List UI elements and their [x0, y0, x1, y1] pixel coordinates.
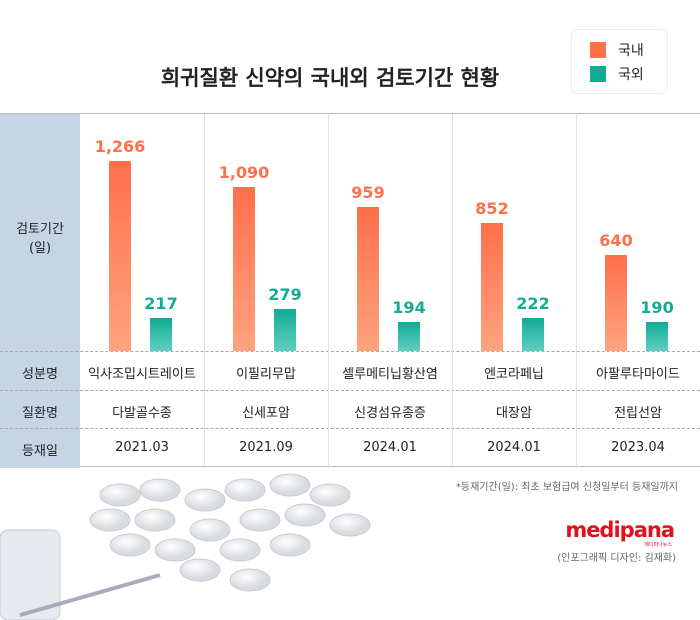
row-header-column: [0, 114, 80, 468]
bar-foreign: [274, 309, 296, 351]
y-axis-label: 검토기간 (일): [0, 218, 80, 256]
pills-image: [0, 473, 371, 620]
column-divider: [576, 114, 577, 468]
data-label: 1,090: [218, 163, 270, 183]
row-divider: [0, 390, 700, 391]
disease-cell: 대장암: [496, 406, 532, 421]
column-divider: [328, 114, 329, 468]
ingredient-cell: 엔코라페닙: [484, 367, 544, 382]
bar-domestic: [357, 207, 379, 351]
ingredient-cell: 아팔루타마이드: [596, 367, 680, 382]
date-cell: 2024.01: [487, 440, 541, 455]
bar-domestic: [109, 161, 131, 351]
bar-foreign: [646, 322, 668, 351]
legend-swatch: [590, 66, 606, 82]
ingredient-cell: 셀루메티닙황산염: [342, 367, 438, 382]
data-label: 217: [144, 294, 178, 314]
logo-subtitle: 메디파나뉴스: [644, 542, 672, 548]
date-cell: 2021.03: [115, 440, 169, 455]
bar-domestic: [605, 254, 627, 351]
data-label: 279: [268, 285, 302, 305]
date-row-label: 등재일: [22, 444, 58, 459]
chart-title: 희귀질환 신약의 국내외 검토기간 현황: [160, 66, 500, 90]
data-label: 190: [640, 298, 674, 318]
ingredient-cell: 이필리무맙: [236, 367, 296, 382]
data-label: 222: [516, 293, 550, 313]
data-label: 959: [351, 183, 385, 203]
legend-item-foreign: 국외: [590, 64, 644, 84]
bar-domestic: [233, 187, 255, 351]
medipana-logo: medipana: [565, 518, 675, 542]
y-label-line: 검토기간: [16, 222, 64, 237]
bar-foreign: [150, 318, 172, 351]
disease-row-label: 질환명: [22, 406, 58, 421]
data-label: 194: [392, 297, 426, 317]
legend-swatch: [590, 42, 606, 58]
row-divider: [0, 351, 700, 352]
data-label: 640: [599, 230, 633, 250]
legend-item-domestic: 국내: [590, 40, 644, 60]
date-cell: 2023.04: [611, 440, 665, 455]
bar-domestic: [481, 223, 503, 351]
design-credit: (인포그래픽 디자인: 김재화): [557, 553, 676, 564]
data-label: 852: [475, 199, 509, 219]
column-divider: [204, 114, 205, 468]
ingredient-row-label: 성분명: [22, 367, 58, 382]
date-cell: 2024.01: [363, 440, 417, 455]
disease-cell: 신세포암: [242, 406, 290, 421]
footnote: *등재기간(일): 최초 보험급여 신청일부터 등재일까지: [455, 482, 678, 493]
legend-label: 국내: [618, 43, 644, 59]
data-label: 1,266: [94, 137, 146, 156]
row-divider: [0, 428, 700, 429]
ingredient-cell: 익사조밉시트레이트: [88, 367, 196, 382]
bar-foreign: [522, 317, 544, 351]
legend: 국내 국외: [571, 29, 668, 94]
disease-cell: 전립선암: [614, 406, 662, 421]
legend-label: 국외: [618, 67, 644, 83]
date-cell: 2021.09: [239, 440, 293, 455]
y-label-unit: (일): [28, 241, 52, 256]
disease-cell: 다발골수종: [112, 406, 172, 421]
bar-foreign: [398, 321, 420, 351]
column-divider: [452, 114, 453, 468]
disease-cell: 신경섬유종증: [354, 406, 426, 421]
